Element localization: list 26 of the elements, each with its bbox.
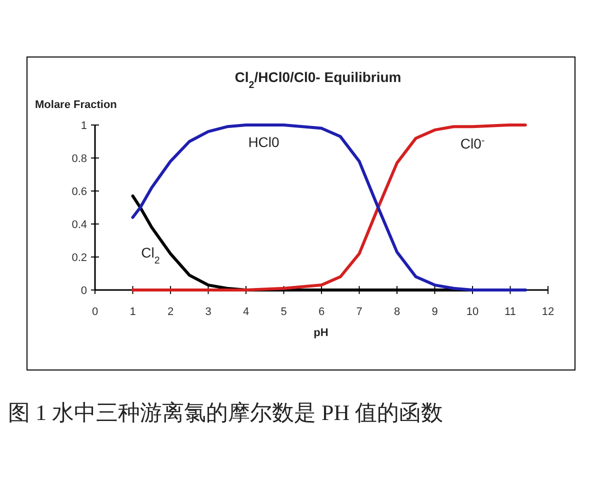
series-label: HCl0 <box>248 134 280 150</box>
x-tick-label: 8 <box>394 306 400 318</box>
x-tick-label: 12 <box>542 306 554 318</box>
y-tick-label: 0 <box>80 285 87 297</box>
x-tick-label: 4 <box>242 306 250 318</box>
x-tick-label: 5 <box>280 306 287 318</box>
x-tick-label: 7 <box>356 306 362 318</box>
y-tick-label: 0.6 <box>72 186 87 198</box>
x-tick-label: 1 <box>130 306 136 318</box>
y-tick-label: 0.8 <box>72 153 87 165</box>
x-axis-title: pH <box>314 327 328 339</box>
y-tick-label: 1 <box>80 120 87 132</box>
x-tick-label: 11 <box>504 306 516 318</box>
x-tick-label: 10 <box>466 306 479 318</box>
x-tick-label: 2 <box>167 306 174 318</box>
x-tick-label: 6 <box>318 306 325 318</box>
series-label: Cl$_{2}$ <box>141 244 160 266</box>
series-label: Cl0$^{-}$ <box>460 135 485 152</box>
y-tick-label: 0.4 <box>72 219 87 231</box>
y-tick-label: 0.2 <box>72 252 87 264</box>
chart-title: Cl$_{2}$/HCl0/Cl0- Equilibrium <box>234 69 402 90</box>
y-axis-title: Molare Fraction <box>35 99 118 111</box>
x-tick-label: 3 <box>205 306 212 318</box>
x-tick-label: 9 <box>432 306 438 318</box>
caption: 图 1 水中三种游离氯的摩尔数是 PH 值的函数 <box>8 400 444 425</box>
x-tick-label: 0 <box>92 306 98 318</box>
